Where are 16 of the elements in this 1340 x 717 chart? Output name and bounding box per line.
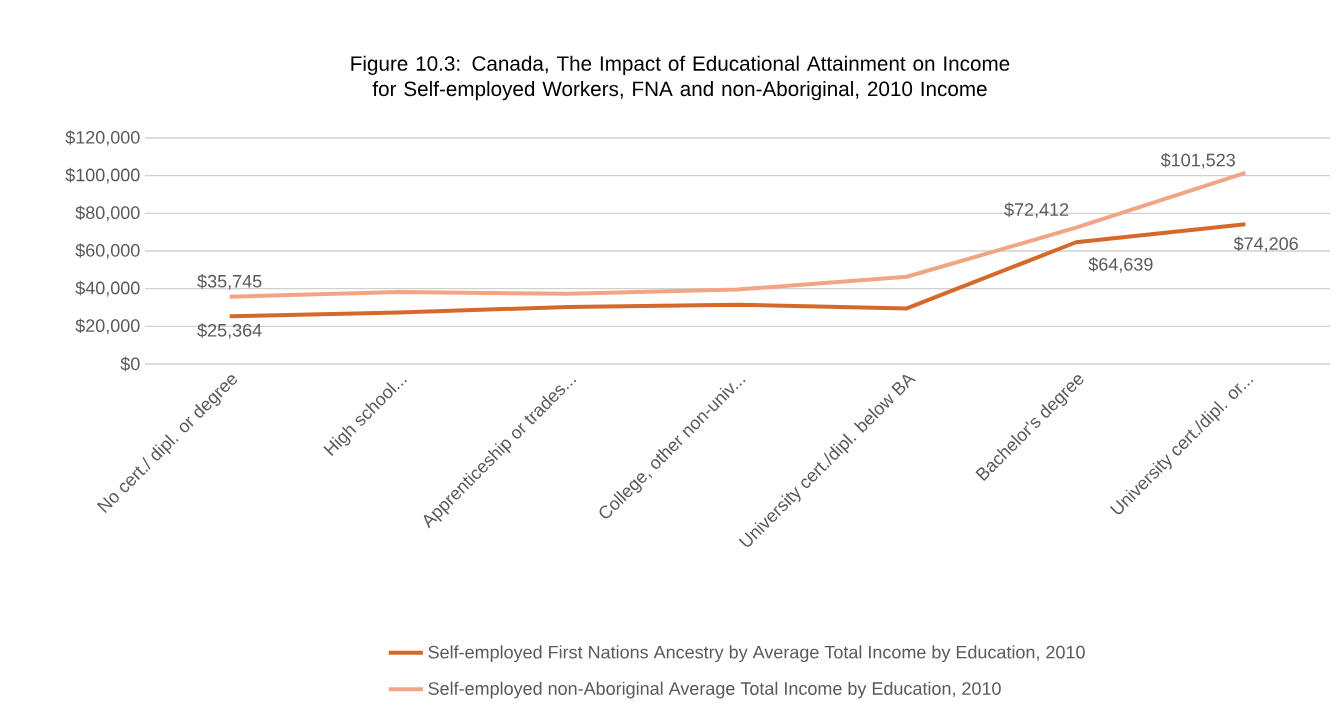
data-label: $35,745	[197, 274, 262, 290]
data-label: $74,206	[1233, 236, 1298, 253]
data-label: $72,412	[1004, 202, 1069, 219]
data-label: $101,523	[1160, 152, 1235, 169]
y-tick-label: $40,000	[75, 280, 140, 297]
legend-label: Self-employed First Nations Ancestry by Average Total Income by Education, 2010	[428, 645, 1085, 663]
legend-label: Self-employed non-Aboriginal Average Total Income by Education, 2010	[428, 681, 1001, 699]
y-tick-label: $0	[120, 356, 140, 372]
y-tick-label: $120,000	[65, 130, 140, 146]
y-tick-label: $60,000	[75, 243, 140, 259]
y-tick-label: $80,000	[75, 205, 140, 222]
data-label: $25,364	[197, 323, 262, 339]
y-tick-label: $100,000	[65, 167, 140, 184]
data-label: $64,639	[1088, 257, 1153, 273]
y-tick-label: $20,000	[75, 318, 140, 335]
chart-title: Figure 10.3: Canada, The Impact of Educational Attainment on Income for Self-employed Workers, FNA and non-Aboriginal, 2010 Income	[351, 55, 1010, 101]
